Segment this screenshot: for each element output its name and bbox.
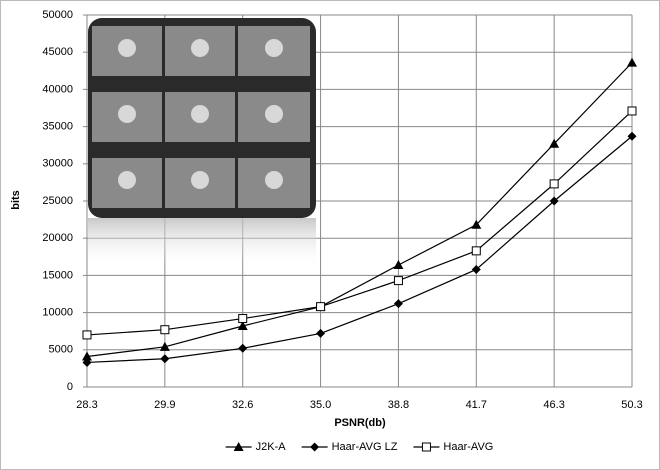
- y-tick-label: 10000: [42, 307, 73, 319]
- y-tick-label: 25000: [42, 195, 73, 207]
- legend-label: Haar-AVG LZ: [332, 441, 398, 453]
- chart: bits PSNR(db) 0 5000 10000 15000 20000 25000 3…: [0, 0, 660, 470]
- y-tick-label: 5000: [49, 344, 73, 356]
- y-tick-label: 45000: [42, 46, 73, 58]
- marker-square: [239, 315, 247, 323]
- x-tick-label: 29.9: [154, 399, 175, 411]
- x-tick-label: 28.3: [76, 399, 97, 411]
- x-tick-label: 32.6: [232, 399, 253, 411]
- marker-square: [83, 331, 91, 339]
- legend-label: Haar-AVG: [443, 441, 493, 453]
- y-tick-label: 20000: [42, 232, 73, 244]
- legend-label: J2K-A: [256, 441, 287, 453]
- y-tick-label: 40000: [42, 83, 73, 95]
- y-tick-label: 35000: [42, 121, 73, 133]
- x-axis-title: PSNR(db): [334, 417, 386, 429]
- marker-square: [472, 247, 480, 255]
- x-tick-label: 50.3: [621, 399, 642, 411]
- y-tick-label: 15000: [42, 269, 73, 281]
- y-tick-label: 50000: [42, 9, 73, 21]
- legend: J2K-A Haar-AVG LZ Haar-AVG: [226, 441, 494, 453]
- marker-square: [628, 107, 636, 115]
- y-axis-title: bits: [10, 190, 22, 210]
- marker-square: [161, 326, 169, 334]
- y-tick-label: 0: [67, 381, 73, 393]
- marker-square: [317, 303, 325, 311]
- x-tick-label: 35.0: [310, 399, 331, 411]
- marker-square: [550, 180, 558, 188]
- x-tick-label: 41.7: [466, 399, 487, 411]
- x-tick-label: 46.3: [543, 399, 564, 411]
- photo-inset: [88, 18, 316, 268]
- y-tick-label: 30000: [42, 158, 73, 170]
- marker-square: [422, 443, 430, 451]
- x-tick-label: 38.8: [388, 399, 409, 411]
- marker-square: [394, 277, 402, 285]
